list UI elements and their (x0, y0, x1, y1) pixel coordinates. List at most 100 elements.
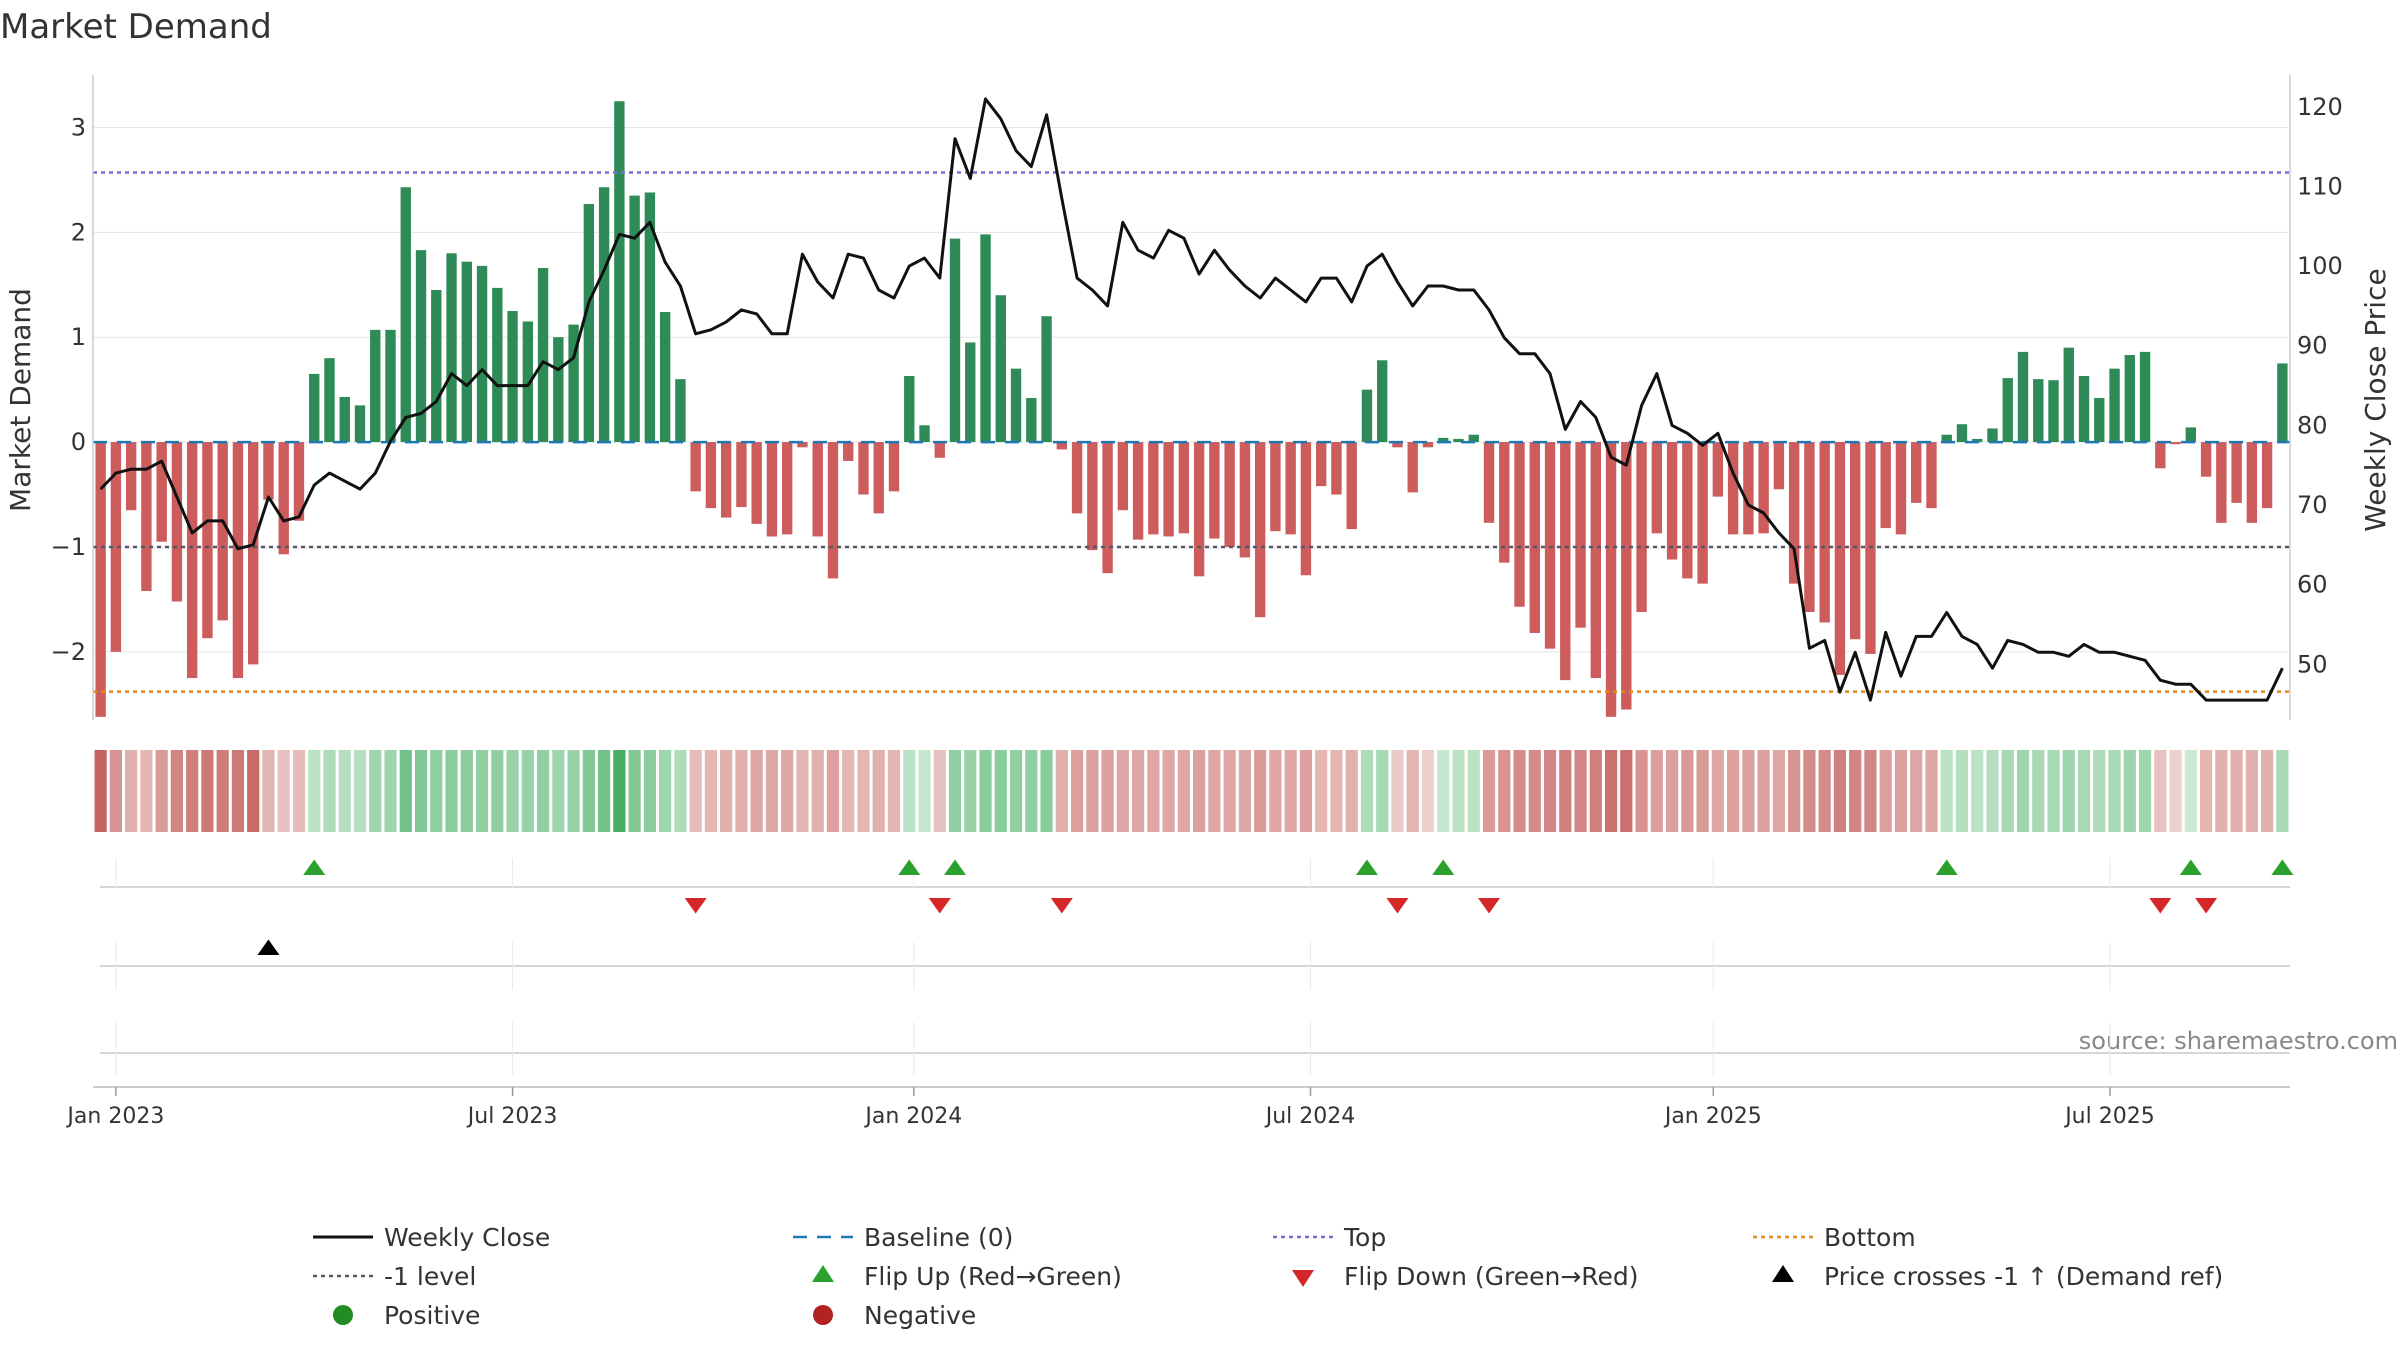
heat-strip-cell (1696, 750, 1709, 832)
heat-strip-cell (2261, 750, 2274, 832)
heat-strip-cell (994, 750, 1007, 832)
demand-bar (2017, 351, 2029, 443)
heat-strip-cell (460, 750, 473, 832)
y2-axis-label: Weekly Close Price (2359, 268, 2392, 531)
demand-bar (2033, 379, 2044, 443)
flip-up-marker (898, 859, 921, 875)
demand-bar (1758, 442, 1769, 534)
heat-strip-cell (1498, 750, 1511, 832)
y2-tick-label: 80 (2297, 411, 2328, 439)
heat-strip-cell (979, 750, 992, 832)
demand-bar (1224, 442, 1235, 547)
heat-strip-cell (2016, 750, 2030, 832)
heat-strip-cell (1284, 750, 1297, 832)
demand-bar (1361, 389, 1373, 443)
demand-bar (537, 267, 549, 443)
heat-strip-cell (2169, 750, 2182, 832)
x-tick-label: Jul 2024 (1264, 1104, 1356, 1129)
heat-strip-cell (491, 750, 504, 832)
legend-label: Negative (864, 1301, 976, 1330)
legend-label: Baseline (0) (864, 1223, 1013, 1252)
legend-label: Bottom (1824, 1223, 1916, 1252)
heat-strip-cell (1833, 750, 1847, 832)
y-tick-label: 0 (71, 428, 86, 456)
heat-strip-cell (598, 750, 611, 832)
heat-strip-cell (140, 750, 153, 832)
heat-strip-cell (216, 750, 229, 832)
heat-strip-cell (201, 750, 214, 832)
heat-strip-cell (1559, 750, 1572, 832)
event-markers (100, 858, 2294, 1075)
demand-bar (2124, 355, 2135, 443)
legend-label: Positive (384, 1301, 480, 1330)
demand-bar (1941, 434, 1952, 443)
demand-bar (1026, 398, 1037, 443)
demand-bar (492, 287, 503, 443)
heat-strip-cell (1727, 750, 1740, 832)
heat-strip-cell (292, 750, 306, 832)
heat-strip-cell (1864, 750, 1877, 832)
demand-bar (1529, 442, 1540, 633)
y2-tick-label: 90 (2297, 332, 2328, 360)
heat-strip-cell (1925, 750, 1938, 832)
x-tick-label: Jan 2024 (863, 1104, 962, 1129)
heat-strip-cell (1406, 750, 1419, 832)
heat-strip-cell (430, 750, 443, 832)
x-tick-label: Jan 2023 (65, 1104, 164, 1129)
heat-strip-cell (1620, 750, 1633, 832)
heat-strip-cell (2276, 750, 2289, 832)
demand-bar (843, 442, 854, 461)
demand-bar (1346, 442, 1357, 530)
demand-bar (324, 358, 335, 443)
heat-strip-cell (1330, 750, 1343, 832)
heat-strip-cell (2138, 750, 2152, 832)
heat-strip-cell (811, 750, 824, 832)
heat-strip-cell (613, 750, 626, 832)
flip-down-marker (684, 898, 707, 914)
heat-strip-cell (887, 750, 901, 832)
y2-tick-label: 70 (2297, 491, 2328, 519)
y-axis-label: Market Demand (4, 288, 37, 512)
demand-bar (1727, 442, 1739, 535)
heat-strip-cell (704, 750, 718, 832)
demand-bar (339, 396, 350, 443)
demand-bar (766, 442, 778, 537)
demand-bar (1636, 442, 1647, 612)
demand-bar (156, 442, 167, 542)
demand-bar (858, 442, 869, 495)
legend-label: -1 level (384, 1262, 476, 1291)
demand-bar (1010, 368, 1022, 443)
heat-strip-cell (186, 750, 199, 832)
flip-up-marker (2179, 859, 2202, 875)
demand-bar (1438, 437, 1449, 443)
demand-bar (904, 376, 915, 443)
demand-bar (751, 442, 762, 524)
heat-strip-cell (109, 750, 122, 832)
heat-strip-cell (1040, 750, 1053, 832)
demand-bar (2094, 398, 2105, 443)
reference-lines (93, 171, 2290, 693)
heat-strip-cell (1055, 750, 1068, 832)
heat-strip-cell (1589, 750, 1602, 832)
heat-strip-cell (1650, 750, 1663, 832)
demand-bar (1407, 442, 1418, 493)
demand-bar (370, 329, 381, 443)
demand-bar (1270, 442, 1281, 532)
legend-swatch-triangle-up (1772, 1265, 1794, 1282)
demand-bar (263, 442, 274, 500)
demand-bar (461, 261, 472, 443)
heat-strip-cell (1742, 750, 1755, 832)
heat-strip-cell (353, 750, 367, 832)
heat-strip-cell (643, 750, 656, 832)
heat-strip-cell (750, 750, 763, 832)
demand-bar (1911, 442, 1922, 503)
demand-bar (1605, 442, 1617, 717)
heat-strip-cell (277, 750, 290, 832)
heat-strip-cell (231, 750, 245, 832)
heat-strip-cell (796, 750, 809, 832)
heat-strip-cell (369, 750, 382, 832)
demand-bar (1132, 442, 1144, 540)
flip-down-marker (1478, 898, 1501, 914)
demand-bar (1560, 442, 1571, 681)
demand-bar (690, 442, 701, 492)
